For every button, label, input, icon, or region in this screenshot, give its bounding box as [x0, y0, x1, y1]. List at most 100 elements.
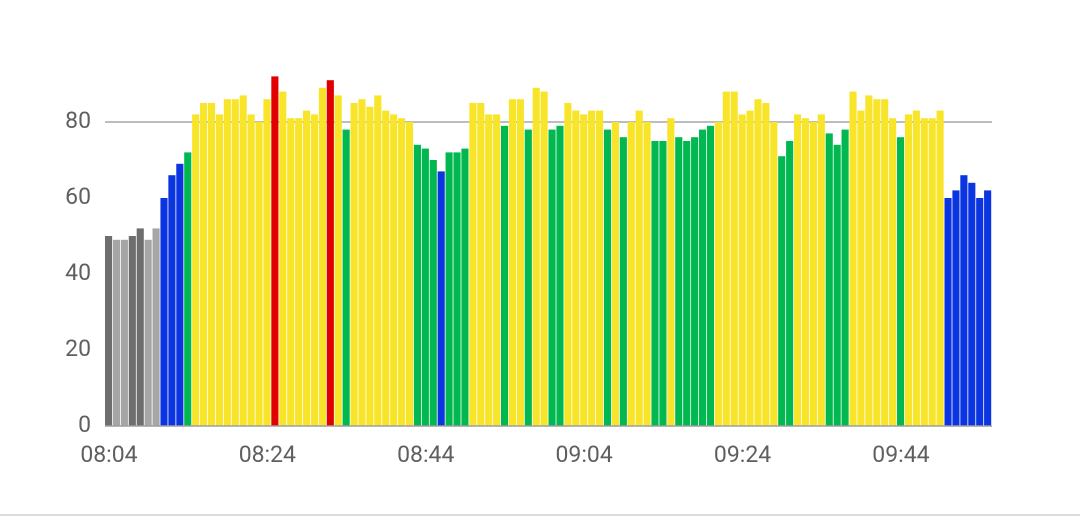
x-tick-label: 09:44	[872, 441, 929, 468]
bar	[405, 122, 414, 426]
bar	[445, 152, 453, 426]
bar	[105, 236, 113, 426]
bar	[477, 103, 485, 426]
bar	[437, 171, 445, 426]
bar	[572, 110, 580, 426]
bar	[564, 103, 572, 426]
bar	[239, 95, 247, 427]
bar	[295, 118, 303, 426]
bar	[374, 95, 382, 427]
bar	[120, 239, 128, 426]
bar	[342, 129, 350, 426]
bar	[651, 141, 659, 426]
bar	[516, 99, 524, 426]
bar	[532, 87, 540, 427]
bar	[508, 99, 517, 426]
bar	[580, 114, 588, 427]
bar	[770, 122, 778, 426]
x-tick-label: 08:04	[80, 441, 137, 468]
bar	[817, 114, 825, 427]
bar	[160, 198, 168, 426]
bar	[485, 114, 493, 427]
y-tick-label: 40	[65, 259, 91, 286]
x-tick-label: 08:24	[239, 441, 296, 468]
bar	[968, 182, 976, 426]
bar	[398, 118, 406, 426]
bar	[310, 114, 319, 427]
bar	[231, 99, 239, 426]
bar	[904, 114, 913, 427]
bar	[223, 99, 231, 426]
bar	[493, 114, 501, 427]
bar	[588, 110, 596, 426]
y-tick-label: 20	[65, 335, 91, 362]
bar	[841, 129, 849, 426]
bar	[825, 133, 833, 426]
bar	[809, 122, 817, 426]
bar	[706, 125, 715, 427]
bar	[500, 125, 509, 427]
x-tick-label: 09:24	[714, 441, 771, 468]
bar	[469, 103, 477, 426]
bar	[247, 114, 255, 427]
bar	[865, 95, 873, 427]
bar	[960, 175, 968, 426]
bar	[421, 148, 429, 426]
bar	[698, 129, 707, 426]
bar	[746, 110, 754, 426]
bar	[754, 99, 762, 426]
bar	[358, 99, 366, 426]
bar	[382, 110, 390, 426]
bar	[350, 103, 358, 426]
bar	[112, 239, 121, 426]
bar	[691, 137, 699, 426]
bar	[207, 103, 216, 426]
bar	[334, 95, 342, 427]
bar	[255, 122, 263, 426]
bar	[603, 129, 612, 426]
bar	[896, 137, 905, 426]
x-tick-label: 09:04	[555, 441, 612, 468]
bar	[215, 114, 223, 427]
bar	[279, 91, 287, 426]
bar	[659, 141, 667, 426]
bar	[873, 99, 881, 426]
bar	[326, 80, 334, 426]
bar	[801, 118, 810, 426]
bar	[556, 125, 564, 427]
bar	[627, 122, 635, 426]
bar	[619, 137, 627, 426]
bar	[667, 118, 675, 426]
bar	[287, 118, 295, 426]
bar	[912, 110, 920, 426]
bar	[168, 175, 176, 426]
bar	[390, 114, 398, 427]
bar	[833, 144, 841, 427]
bar	[366, 106, 374, 427]
bar	[548, 129, 556, 426]
bar	[200, 103, 208, 426]
y-tick-label: 80	[65, 107, 91, 134]
bar	[722, 91, 730, 426]
bar	[778, 156, 786, 426]
bar	[889, 118, 897, 426]
bar	[128, 236, 136, 426]
bar	[920, 118, 928, 426]
bar	[683, 141, 691, 426]
bar	[596, 110, 604, 426]
bar	[849, 91, 857, 426]
bar	[762, 103, 770, 426]
bar	[136, 228, 144, 426]
bar	[794, 114, 802, 427]
bar	[524, 129, 532, 426]
bar	[857, 110, 865, 426]
bar	[635, 110, 643, 426]
bar	[271, 76, 279, 427]
bar	[184, 152, 192, 426]
bar	[714, 122, 722, 426]
bar	[976, 198, 984, 426]
bar	[413, 144, 421, 427]
bar	[675, 137, 683, 426]
